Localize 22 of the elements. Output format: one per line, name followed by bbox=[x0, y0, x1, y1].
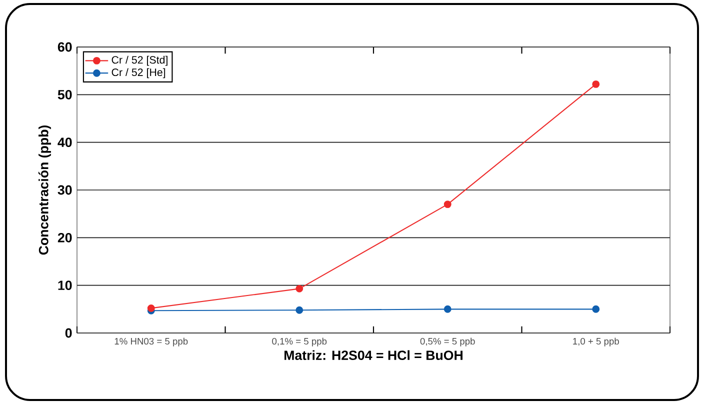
y-tick-label: 10 bbox=[58, 280, 72, 290]
y-tick-label: 30 bbox=[58, 185, 72, 195]
y-tick-label: 20 bbox=[58, 232, 72, 242]
x-axis-title: Matriz: H2S04 = HCl = BuOH bbox=[284, 350, 462, 360]
point bbox=[296, 284, 304, 292]
y-tick-label: 0 bbox=[65, 328, 72, 338]
y-tick-label: 60 bbox=[58, 42, 72, 52]
x-tick-label: 1,0 + 5 ppb bbox=[573, 338, 619, 346]
point bbox=[592, 305, 600, 313]
point bbox=[592, 80, 600, 88]
y-tick-label: 40 bbox=[58, 138, 72, 148]
y-tick-label: 50 bbox=[58, 90, 72, 100]
y-axis-title: Concentración (ppb) bbox=[38, 125, 51, 255]
point bbox=[147, 304, 155, 312]
point bbox=[444, 200, 452, 208]
legend-label: Cr / 52 [Std] bbox=[112, 56, 168, 66]
x-tick-label: 0,1% = 5 ppb bbox=[272, 338, 327, 346]
point bbox=[296, 306, 304, 314]
x-tick-label: 0,5% = 5 ppb bbox=[420, 338, 475, 346]
point bbox=[444, 305, 452, 313]
legend-label: Cr / 52 [He] bbox=[112, 68, 166, 78]
x-tick-label: 1% HN03 = 5 ppb bbox=[114, 338, 188, 346]
